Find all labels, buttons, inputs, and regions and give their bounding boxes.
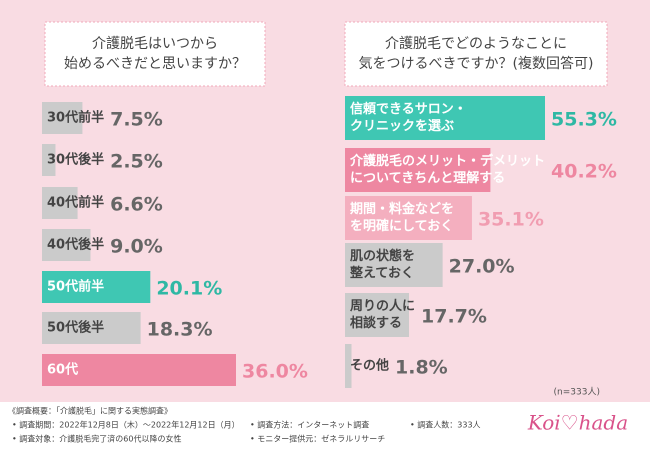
footer-item: • 調査期間：2022年12月8日（木）～2022年12月12日（月）	[12, 420, 240, 430]
bar	[42, 354, 236, 386]
bar	[345, 196, 472, 240]
category-label: 30代前半	[47, 110, 104, 126]
bar	[42, 271, 151, 303]
title-box	[44, 21, 266, 87]
category-label: 40代前半	[47, 195, 104, 211]
bar	[345, 344, 352, 388]
value-label: 36.0%	[242, 361, 308, 383]
sample-note: (n=333人)	[554, 387, 600, 398]
value-label: 18.3%	[147, 319, 213, 341]
value-label: 20.1%	[156, 278, 222, 300]
bar	[42, 102, 83, 134]
value-label: 6.6%	[110, 194, 163, 216]
bar	[42, 312, 141, 344]
category-label: 60代	[47, 362, 78, 378]
chart-title: 介護脱毛はいつから	[92, 36, 218, 52]
value-label: 17.7%	[421, 306, 487, 328]
value-label: 2.5%	[110, 151, 163, 173]
value-label: 35.1%	[478, 209, 544, 231]
category-label: を明確にしておく	[350, 218, 453, 234]
category-label: 50代後半	[47, 320, 104, 336]
footer-heading: 《調査概要：「介護脱毛」に関する実態調査》	[8, 406, 172, 416]
bar	[42, 187, 78, 219]
category-label: 信頼できるサロン・	[350, 101, 467, 117]
category-label: クリニックを選ぶ	[350, 118, 454, 134]
value-label: 55.3%	[551, 109, 617, 131]
value-label: 1.8%	[395, 357, 448, 379]
footer-item: • 調査方法：インターネット調査	[250, 420, 369, 430]
footer-item: • 調査人数：333人	[410, 420, 481, 430]
value-label: 9.0%	[110, 236, 163, 258]
logo: Koi♡hada	[527, 411, 628, 435]
category-label: についてきちんと理解する	[350, 170, 505, 186]
chart-title: 介護脱毛でどのようなことに	[385, 36, 567, 52]
category-label: 整えておく	[349, 265, 414, 281]
category-label: その他	[350, 358, 389, 374]
bar	[345, 243, 443, 287]
category-label: 40代後半	[47, 237, 104, 253]
category-label: 周りの人に	[350, 298, 415, 314]
value-label: 7.5%	[110, 109, 163, 131]
category-label: 50代前半	[47, 279, 104, 295]
title-box	[344, 21, 608, 87]
category-label: 期間・料金などを	[350, 201, 454, 217]
value-label: 27.0%	[449, 256, 515, 278]
bar	[345, 293, 410, 337]
category-label: 肌の状態を	[350, 248, 415, 264]
footer-item: • 調査対象：介護脱毛完了済の60代以降の女性	[12, 434, 181, 444]
category-label: 30代後半	[47, 152, 104, 168]
category-label: 介護脱毛のメリット・デメリット	[349, 153, 545, 169]
category-label: 相談する	[350, 315, 402, 331]
value-label: 40.2%	[551, 161, 617, 183]
chart-title: 始めるべきだと思いますか？	[64, 56, 246, 72]
bar	[345, 96, 545, 140]
bar	[42, 144, 56, 176]
footer-item: • モニター提供元：ゼネラルリサーチ	[250, 434, 385, 444]
chart-title: 気をつけるべきですか？(複数回答可)	[359, 55, 594, 72]
footer-band	[0, 402, 650, 450]
bar	[42, 229, 91, 261]
bar	[345, 148, 491, 192]
